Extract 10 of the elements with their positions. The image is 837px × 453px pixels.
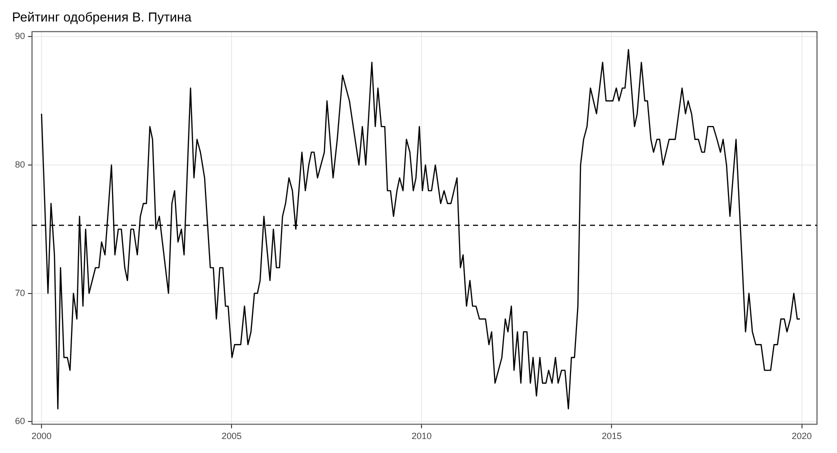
y-tick-label: 80 bbox=[14, 160, 26, 170]
x-tick-label: 2000 bbox=[32, 431, 52, 442]
y-tick-label: 70 bbox=[14, 288, 26, 298]
x-tick-label: 2005 bbox=[222, 431, 242, 442]
x-tick-label: 2010 bbox=[412, 431, 432, 442]
x-tick-label: 2015 bbox=[602, 431, 622, 442]
chart-title: Рейтинг одобрения В. Путина bbox=[12, 9, 192, 24]
y-tick-label: 90 bbox=[14, 31, 26, 42]
y-tick-label: 60 bbox=[14, 416, 26, 426]
x-tick-label: 2020 bbox=[792, 431, 812, 442]
